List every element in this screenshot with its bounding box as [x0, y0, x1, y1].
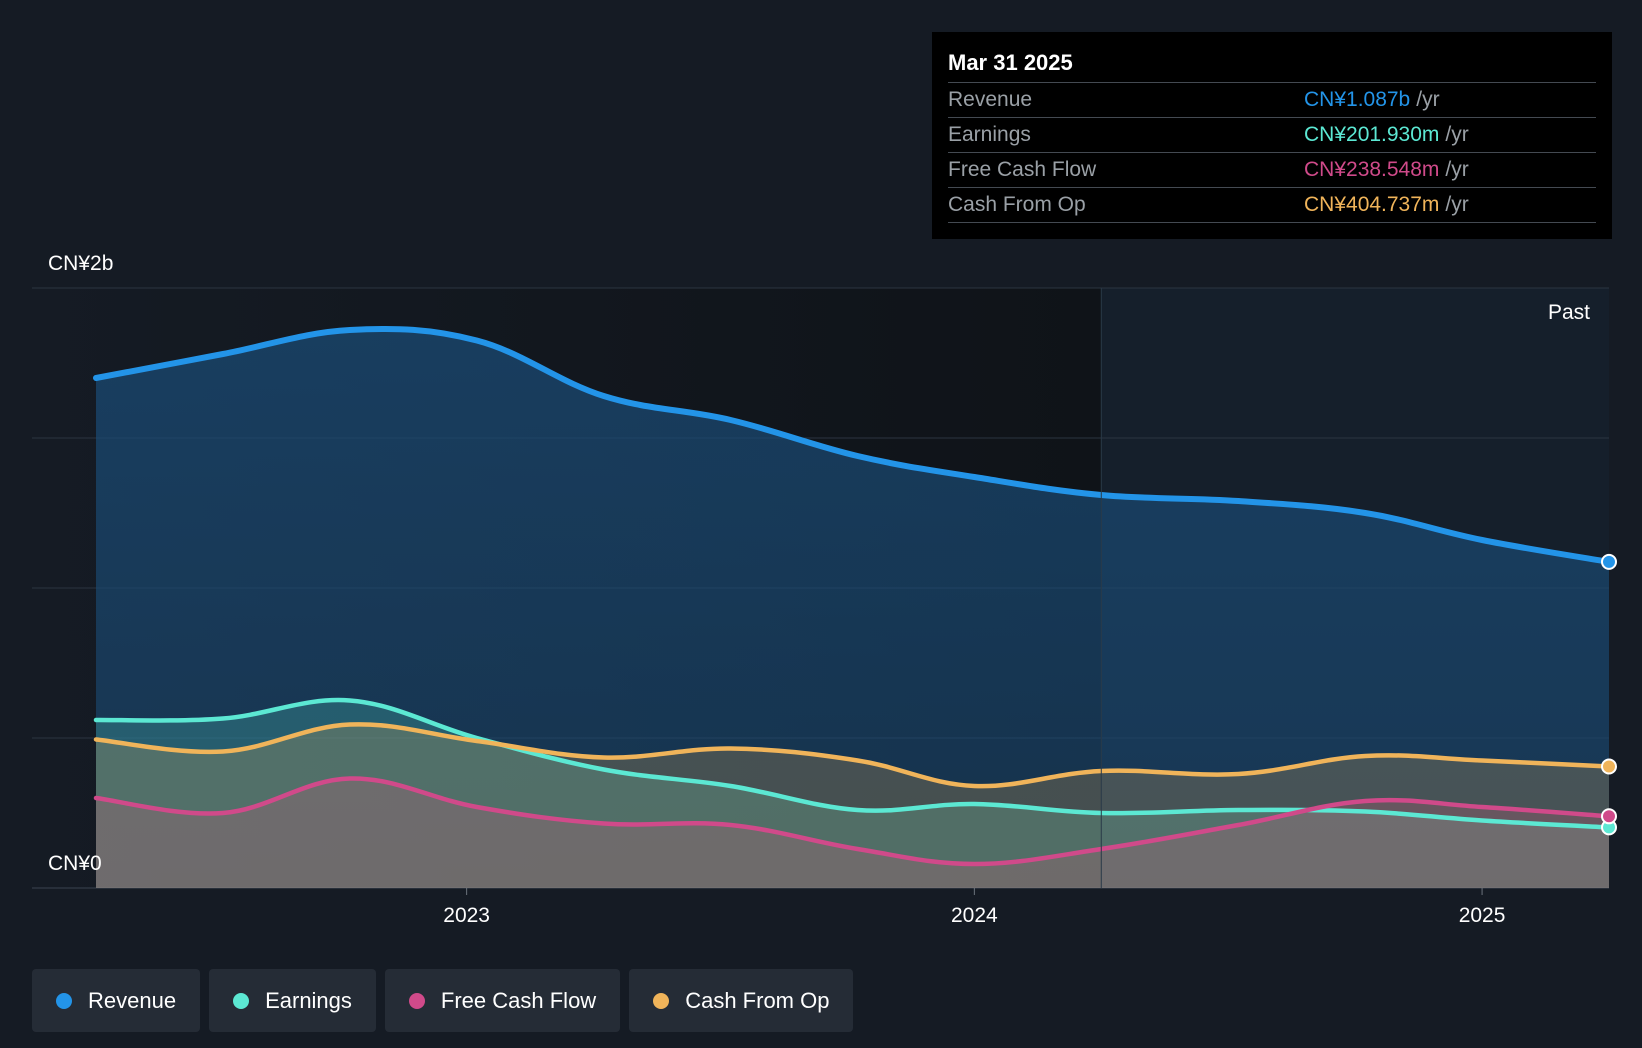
legend-label: Free Cash Flow	[440, 987, 597, 1013]
tooltip-value: CN¥238.548m	[1304, 158, 1440, 181]
legend-label: Earnings	[265, 987, 352, 1013]
tooltip-value: CN¥404.737m	[1304, 193, 1440, 216]
legend-label: Revenue	[88, 987, 177, 1013]
series-lines	[93, 325, 1612, 867]
legend-label: Cash From Op	[685, 987, 830, 1013]
end-marker-revenue[interactable]	[1601, 553, 1617, 570]
dot-icon	[653, 992, 670, 1009]
series-end-markers	[1601, 553, 1617, 836]
tooltip-unit: /yr	[1445, 193, 1469, 216]
past-label: Past	[1548, 301, 1591, 324]
tooltip-row-earnings: Earnings CN¥201.930m /yr	[948, 117, 1596, 152]
tooltip-unit: /yr	[1416, 88, 1440, 111]
tooltip-panel: Mar 31 2025 Revenue CN¥1.087b /yr Earnin…	[932, 32, 1612, 239]
x-tick-label: 2024	[951, 904, 998, 927]
line-revenue	[93, 325, 1612, 565]
y-axis-bottom-label: CN¥0	[48, 852, 102, 875]
y-axis-top-label: CN¥2b	[48, 252, 114, 275]
dot-icon	[408, 992, 425, 1009]
end-marker-free-cash-flow[interactable]	[1601, 808, 1617, 825]
tooltip-label: Earnings	[948, 123, 1031, 146]
x-tick-label: 2023	[443, 904, 490, 927]
tooltip-value: CN¥1.087b	[1304, 88, 1411, 111]
tooltip-unit: /yr	[1445, 158, 1469, 181]
line-free-cash-flow	[93, 776, 1612, 867]
tooltip-date: Mar 31 2025	[948, 50, 1073, 75]
tooltip-label: Cash From Op	[948, 193, 1086, 216]
area-cash-from-op	[96, 724, 1609, 888]
legend-item-cash-from-op[interactable]: Cash From Op	[629, 969, 854, 1032]
tooltip-row-revenue: Revenue CN¥1.087b /yr	[948, 82, 1596, 117]
area-free-cash-flow	[96, 778, 1609, 888]
x-tick-label: 2025	[1459, 904, 1506, 927]
dot-icon	[233, 992, 250, 1009]
legend-item-earnings[interactable]: Earnings	[209, 969, 376, 1032]
legend-item-free-cash-flow[interactable]: Free Cash Flow	[384, 969, 621, 1032]
area-earnings	[96, 700, 1609, 888]
legend-item-revenue[interactable]: Revenue	[32, 969, 201, 1032]
tooltip-row-free-cash-flow: Free Cash Flow CN¥238.548m /yr	[948, 152, 1596, 187]
series-areas	[96, 328, 1609, 889]
line-earnings	[93, 697, 1612, 830]
tooltip-label: Revenue	[948, 88, 1033, 111]
legend: Revenue Earnings Free Cash Flow Cash Fro…	[32, 969, 854, 1032]
area-revenue	[96, 328, 1609, 889]
tooltip-unit: /yr	[1445, 123, 1469, 146]
dot-icon	[56, 992, 72, 1009]
x-axis-ticks: 2023 2024 2025	[443, 888, 1505, 927]
line-cash-from-op	[93, 722, 1612, 789]
end-marker-cash-from-op[interactable]	[1601, 758, 1617, 775]
tooltip-value: CN¥201.930m	[1304, 123, 1440, 146]
tooltip-label: Free Cash Flow	[948, 158, 1097, 181]
tooltip-row-cash-from-op: Cash From Op CN¥404.737m /yr	[948, 187, 1596, 223]
